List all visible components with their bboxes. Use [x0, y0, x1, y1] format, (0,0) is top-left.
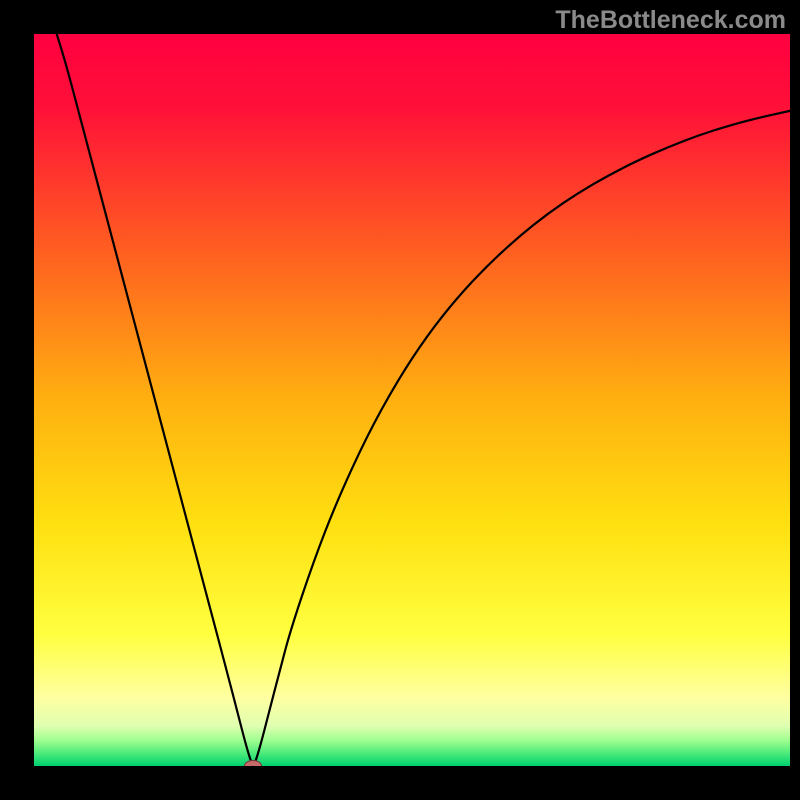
- frame-border-left: [0, 0, 34, 800]
- bottleneck-curve: [34, 34, 790, 766]
- chart-plot-area: [34, 34, 790, 766]
- frame-border-bottom: [0, 766, 800, 800]
- watermark-text: TheBottleneck.com: [555, 6, 786, 35]
- frame-border-right: [790, 0, 800, 800]
